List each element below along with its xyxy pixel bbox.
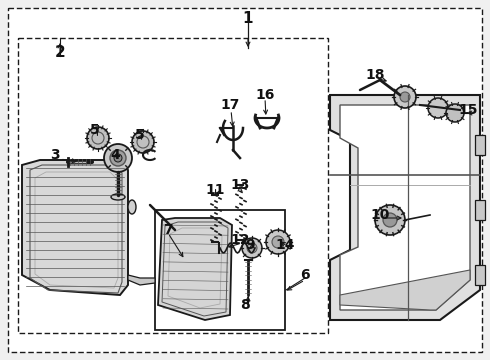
Text: 18: 18 xyxy=(365,68,385,82)
Text: 15: 15 xyxy=(458,103,478,117)
Ellipse shape xyxy=(128,200,136,214)
Text: 5: 5 xyxy=(90,123,100,137)
Polygon shape xyxy=(158,218,232,320)
Text: 13: 13 xyxy=(230,178,250,192)
Circle shape xyxy=(114,154,122,162)
Text: 6: 6 xyxy=(300,268,310,282)
Circle shape xyxy=(247,243,257,253)
Circle shape xyxy=(375,205,405,235)
Text: 3: 3 xyxy=(50,148,60,162)
Circle shape xyxy=(132,131,154,153)
Polygon shape xyxy=(340,105,470,310)
Circle shape xyxy=(242,238,262,258)
Circle shape xyxy=(266,230,290,254)
Circle shape xyxy=(428,98,448,118)
Polygon shape xyxy=(22,160,128,295)
Circle shape xyxy=(383,213,397,227)
Text: 17: 17 xyxy=(220,98,240,112)
Polygon shape xyxy=(128,275,155,285)
Text: 14: 14 xyxy=(275,238,295,252)
Text: 7: 7 xyxy=(163,223,173,237)
Text: 4: 4 xyxy=(110,148,120,162)
Text: 16: 16 xyxy=(255,88,275,102)
Polygon shape xyxy=(340,270,470,310)
Circle shape xyxy=(167,224,183,240)
Circle shape xyxy=(87,127,109,149)
Bar xyxy=(475,265,485,285)
Text: 8: 8 xyxy=(240,298,250,312)
Circle shape xyxy=(394,86,416,108)
Circle shape xyxy=(110,150,126,166)
Text: 12: 12 xyxy=(230,233,250,247)
Circle shape xyxy=(104,144,132,172)
Text: 11: 11 xyxy=(205,183,225,197)
Text: 2: 2 xyxy=(54,45,65,59)
Text: 10: 10 xyxy=(370,208,390,222)
Circle shape xyxy=(446,104,464,122)
Text: 5: 5 xyxy=(135,128,145,142)
Circle shape xyxy=(272,236,284,248)
Circle shape xyxy=(400,92,410,102)
Bar xyxy=(18,38,328,333)
Text: 9: 9 xyxy=(245,238,255,252)
Bar xyxy=(155,210,285,330)
Ellipse shape xyxy=(111,194,125,200)
Bar xyxy=(475,200,485,220)
Polygon shape xyxy=(330,95,480,320)
Bar xyxy=(475,135,485,155)
Text: 1: 1 xyxy=(243,10,253,26)
